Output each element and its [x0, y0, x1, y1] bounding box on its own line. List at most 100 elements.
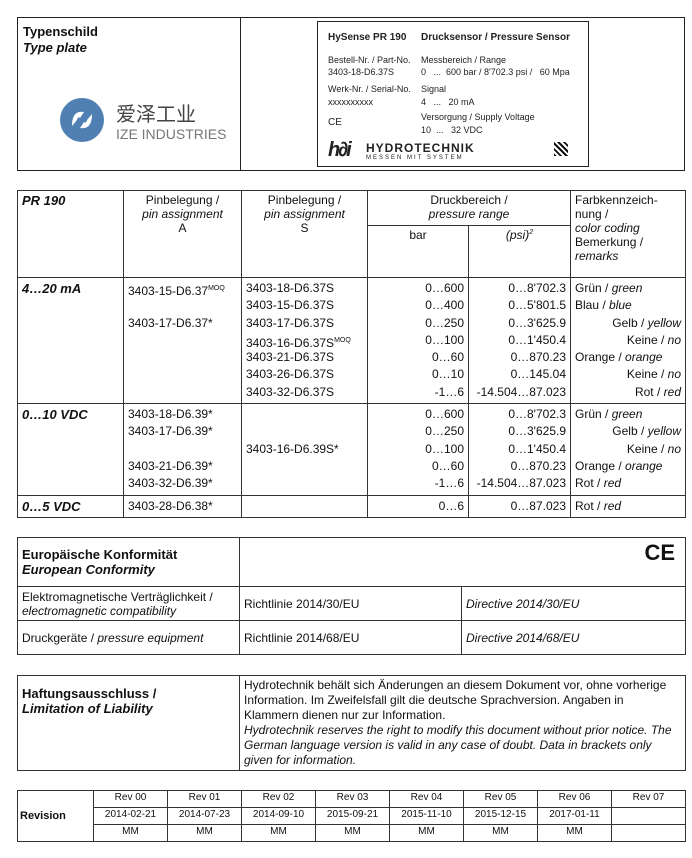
revision-date-cell: 2015-12-15 [463, 807, 538, 825]
pin-a-cell-line: 3403-17-D6.37* [128, 315, 213, 330]
plate-range-label: Messbereich / Range [421, 55, 507, 65]
signal-type-label: 4…20 mA [22, 281, 82, 296]
psi-cell-line: 0…870.23 [510, 458, 566, 473]
psi-cell-line: 0…3'625.9 [508, 315, 566, 330]
color-coding-header: Farbkennzeich-nung / color coding Bemerkun… [570, 190, 686, 278]
bar-cell: 0…6 [367, 494, 469, 518]
plate-brand: HYDROTECHNIK [366, 141, 475, 155]
bar-cell-line: 0…100 [425, 441, 464, 456]
pin-a-cell-line: 3403-21-D6.39* [128, 458, 213, 473]
bar-cell-line: -1…6 [434, 476, 464, 491]
revision-date-cell: 2014-07-23 [167, 807, 242, 825]
psi-header: (psi)2 [468, 225, 571, 278]
revision-rev-cell: Rev 00 [93, 790, 168, 808]
bar-cell-line: 0…250 [425, 424, 464, 439]
revision-date-cell: 2014-09-10 [241, 807, 316, 825]
plate-supply-value: 10 ... 32 VDC [421, 125, 483, 135]
revision-rev-cell: Rev 06 [537, 790, 612, 808]
plate-signal-value: 4 ... 20 mA [421, 97, 475, 107]
group-row: 0…5 VDC 3403-28-D6.38* 0…6 0…87.023 Rot / re… [17, 494, 686, 518]
revision-date-cell: 2014-02-21 [93, 807, 168, 825]
color-cell-line: Keine / no [626, 441, 681, 456]
plate-description: Drucksensor / Pressure Sensor [421, 32, 570, 43]
pin-s-cell: 3403-18-D6.37S 3403-15-D6.37S 3403-17-D6.3… [241, 276, 368, 405]
pin-s-cell-line [246, 406, 363, 423]
pin-s-cell-line: 3403-15-D6.37S [246, 298, 335, 313]
liability-text-en: Hydrotechnik reserves the right to modif… [244, 723, 672, 767]
plate-signal-label: Signal [421, 84, 447, 94]
pin-a-cell-line [128, 441, 237, 458]
emc-label: Elektromagnetische Verträglichkeit / elec… [17, 586, 240, 621]
plate-product: HySense PR 190 [328, 32, 407, 43]
emc-directive-de: Richtlinie 2014/30/EU [239, 586, 462, 621]
bar-cell-line: 0…600 [425, 407, 464, 422]
bar-cell-line: 0…10 [431, 367, 464, 382]
bar-cell-line: 0…400 [425, 298, 464, 313]
pin-a-cell-line: 3403-18-D6.39* [128, 407, 213, 422]
psi-cell-line: 0…145.04 [510, 367, 566, 382]
bar-cell: 0…600 0…250 0…100 0…60 -1…6 [367, 403, 469, 496]
logo-text-en: IZE INDUSTRIES [116, 126, 227, 142]
psi-cell-line: 0…5'801.5 [508, 298, 566, 313]
pin-s-cell-line [246, 423, 363, 440]
ped-directive-en: Directive 2014/68/EU [461, 620, 686, 655]
revision-date-cell: 2015-09-21 [315, 807, 390, 825]
bar-cell-line: 0…60 [431, 350, 464, 365]
color-cell-line: Orange / orange [575, 458, 663, 473]
color-cell-line: Rot / red [634, 384, 681, 399]
color-cell-line: Keine / no [626, 367, 681, 382]
signal-type-label: 0…10 VDC [22, 407, 88, 423]
pin-a-cell-line: 3403-15-D6.37MOQ [128, 284, 225, 298]
plate-serial-label: Werk-Nr. / Serial-No. [328, 84, 411, 94]
psi-cell-line: -14.504…87.023 [476, 476, 566, 491]
ize-logo-icon [58, 96, 106, 144]
psi-cell: 0…8'702.3 0…5'801.5 0…3'625.9 0…1'450.4 0…87… [468, 276, 571, 405]
pin-a-cell-line [128, 366, 237, 383]
pin-s-cell-line: 3403-21-D6.37S [246, 350, 335, 365]
revision-date-cell: 2017-01-11 [537, 807, 612, 825]
pin-s-cell-line: 3403-18-D6.37S [246, 281, 335, 295]
bar-header: bar [367, 225, 469, 278]
psi-cell-line: -14.504…87.023 [476, 384, 566, 399]
pin-a-cell-line [128, 297, 237, 314]
color-cell: Grün / green Blau / blue Gelb / yellow Kein… [570, 276, 686, 405]
color-cell: Rot / red [570, 494, 686, 518]
pin-s-cell: 3403-16-D6.39S* [241, 403, 368, 496]
plate-part-value: 3403-18-D6.37S [328, 67, 395, 77]
color-cell-line: Orange / orange [575, 350, 663, 365]
revision-author-cell: MM [315, 824, 390, 842]
pin-s-cell-line [246, 498, 363, 515]
pin-a-cell-line: 3403-32-D6.39* [128, 476, 213, 491]
liability-title-de: Haftungsausschluss / [22, 686, 157, 701]
conformity-title-de: Europäische Konformität [22, 547, 178, 562]
pin-s-cell-line: 3403-17-D6.37S [246, 315, 335, 330]
hydrotechnik-logo-icon: h∂i [328, 139, 352, 161]
emc-directive-en: Directive 2014/30/EU [461, 586, 686, 621]
pin-a-cell-line [128, 384, 237, 401]
plate-serial-value: xxxxxxxxxx [328, 97, 373, 107]
plate-supply-label: Versorgung / Supply Voltage [421, 112, 535, 122]
pin-a-cell-line [128, 332, 237, 349]
pin-s-cell-line: 3403-32-D6.37S [246, 384, 335, 399]
color-cell: Grün / green Gelb / yellow Keine / no Orang… [570, 403, 686, 496]
psi-cell: 0…8'702.3 0…3'625.9 0…1'450.4 0…870.23 -14.5… [468, 403, 571, 496]
psi-cell-line: 0…3'625.9 [508, 424, 566, 439]
revision-rev-cell: Rev 04 [389, 790, 464, 808]
liability-text-de: Hydrotechnik behält sich Änderungen an d… [244, 678, 667, 722]
revision-rev-cell: Rev 05 [463, 790, 538, 808]
bar-cell-line: 0…6 [438, 498, 464, 513]
group-row: 4…20 mA 3403-15-D6.37MOQ 3403-17-D6.37* 340… [17, 276, 686, 405]
plate-ce-mark: CE [328, 117, 342, 128]
logo-text-cn: 爱泽工业 [116, 104, 196, 126]
psi-cell-line: 0…8'702.3 [508, 407, 566, 422]
color-cell-line: Gelb / yellow [612, 315, 681, 330]
psi-cell-line: 0…870.23 [510, 350, 566, 365]
pin-a-cell-line: 3403-28-D6.38* [128, 498, 213, 513]
psi-cell-line: 0…87.023 [510, 498, 566, 513]
pin-a-cell-line: 3403-17-D6.39* [128, 424, 213, 439]
pin-a-cell: 3403-18-D6.39* 3403-17-D6.39* 3403-21-D6.3… [123, 403, 242, 496]
bar-cell-line: 0…600 [425, 281, 464, 295]
product-plate-image: HySense PR 190 Drucksensor / Pressure Se… [317, 21, 589, 167]
product-table: PR 190 Pinbelegung / pin assignment A Pinb… [17, 190, 686, 518]
signal-type: 4…20 mA [17, 276, 124, 405]
